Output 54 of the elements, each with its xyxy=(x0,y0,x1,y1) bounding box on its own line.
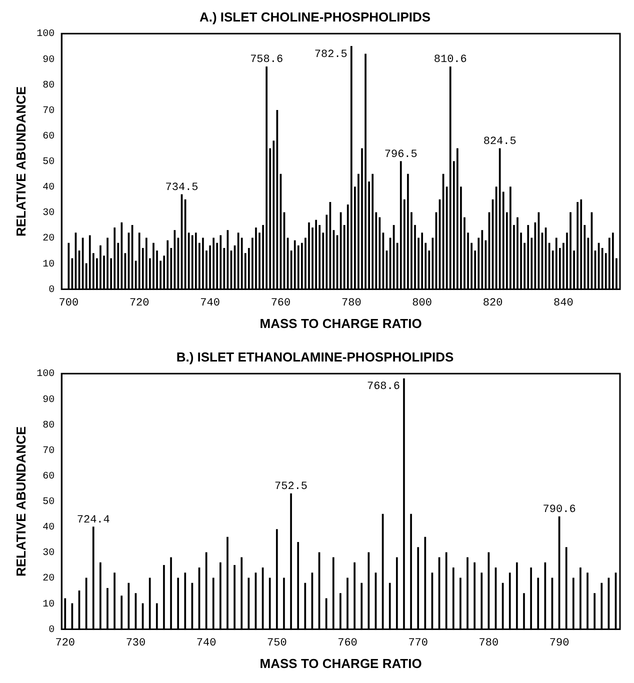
x-tick-label: 780 xyxy=(478,638,499,650)
y-tick-label: 20 xyxy=(42,234,55,245)
y-tick-label: 0 xyxy=(48,624,55,636)
annotation: 752.5 xyxy=(274,481,308,494)
x-axis-title: MASS TO CHARGE RATIO xyxy=(260,316,422,331)
chart-title: A.) ISLET CHOLINE-PHOSPHOLIPIDS xyxy=(199,9,431,24)
y-tick-label: 0 xyxy=(48,284,55,296)
x-tick-label: 760 xyxy=(270,298,291,310)
y-tick-label: 10 xyxy=(42,259,55,270)
x-tick-label: 800 xyxy=(412,298,432,310)
annotation: 790.6 xyxy=(542,504,576,516)
x-tick-label: 770 xyxy=(408,638,428,650)
annotation: 768.6 xyxy=(366,381,400,394)
y-tick-label: 80 xyxy=(42,420,55,432)
annotation: 724.4 xyxy=(76,514,110,526)
y-tick-label: 90 xyxy=(42,394,55,406)
y-tick-label: 60 xyxy=(42,131,55,142)
x-tick-label: 720 xyxy=(55,638,76,650)
y-tick-label: 20 xyxy=(42,574,55,585)
annotation: 734.5 xyxy=(165,182,198,194)
y-tick-label: 30 xyxy=(42,208,55,220)
y-tick-label: 50 xyxy=(42,497,55,508)
y-tick-label: 80 xyxy=(42,80,55,92)
x-tick-label: 790 xyxy=(549,638,570,650)
x-tick-label: 750 xyxy=(267,638,287,650)
y-tick-label: 10 xyxy=(42,599,55,610)
x-axis-title: MASS TO CHARGE RATIO xyxy=(260,656,422,671)
x-tick-label: 780 xyxy=(342,298,362,310)
annotation: 810.6 xyxy=(434,54,467,66)
y-tick-label: 30 xyxy=(42,548,55,560)
chart-title: B.) ISLET ETHANOLAMINE-PHOSPHOLIPIDS xyxy=(176,349,454,364)
y-tick-label: 60 xyxy=(42,471,55,482)
y-axis-title: RELATIVE ABUNDANCE xyxy=(13,86,28,237)
annotation: 758.6 xyxy=(250,54,284,66)
annotation: 782.5 xyxy=(314,48,348,61)
x-tick-label: 820 xyxy=(482,298,503,310)
y-tick-label: 40 xyxy=(42,182,55,194)
x-tick-label: 730 xyxy=(126,638,146,650)
x-tick-label: 740 xyxy=(200,298,220,310)
y-tick-label: 90 xyxy=(42,54,55,66)
y-tick-label: 50 xyxy=(42,157,55,168)
y-tick-label: 70 xyxy=(42,446,55,457)
y-axis-title: RELATIVE ABUNDANCE xyxy=(13,426,28,577)
x-tick-label: 760 xyxy=(338,638,358,650)
y-tick-label: 70 xyxy=(42,106,55,117)
x-tick-label: 740 xyxy=(196,638,216,650)
y-tick-label: 40 xyxy=(42,522,55,534)
y-tick-label: 100 xyxy=(36,29,55,40)
x-tick-label: 700 xyxy=(58,298,79,310)
annotation: 824.5 xyxy=(483,136,516,148)
x-tick-label: 720 xyxy=(129,298,150,310)
x-tick-label: 840 xyxy=(554,298,574,310)
y-tick-label: 100 xyxy=(36,369,55,380)
annotation: 796.5 xyxy=(384,148,418,161)
